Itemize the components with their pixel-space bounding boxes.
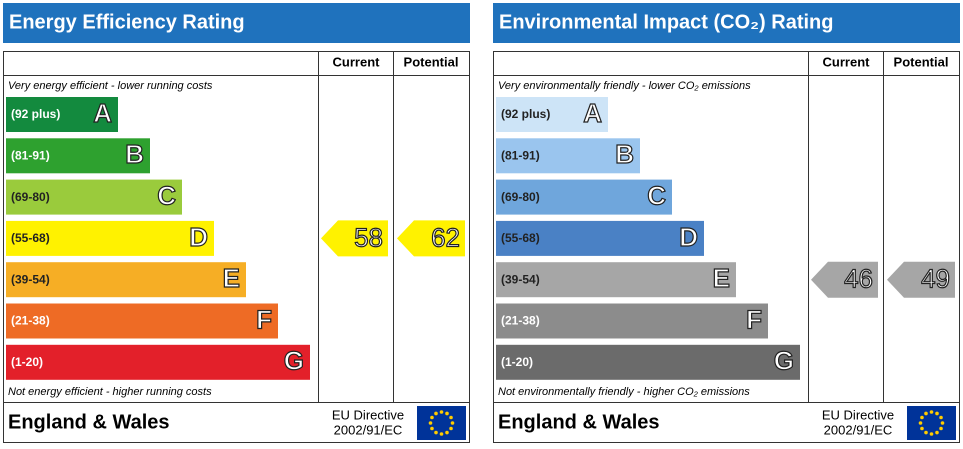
rating-band xyxy=(6,138,150,174)
rating-arrow xyxy=(397,220,465,257)
band-letter: C xyxy=(157,180,176,210)
directive: 2002/91/EC xyxy=(334,422,403,437)
rating-arrow xyxy=(321,220,388,257)
table-frame xyxy=(3,51,470,443)
rating-band xyxy=(496,344,800,380)
band-range: (1-20) xyxy=(11,355,43,369)
footer-region: England & Wales xyxy=(498,411,660,433)
rating-band xyxy=(496,97,608,132)
band-letter: B xyxy=(615,139,634,169)
band-letter: F xyxy=(746,304,762,334)
rating-band xyxy=(496,303,768,339)
eu-star xyxy=(430,415,434,420)
eu-star xyxy=(939,426,943,431)
rating-band xyxy=(496,138,640,174)
band-letter: G xyxy=(284,346,304,376)
eu-star xyxy=(939,415,943,420)
eu-star xyxy=(428,421,433,425)
eu-star xyxy=(434,430,438,435)
top-note: Very environmentally friendly - lower CO… xyxy=(498,80,751,92)
band-letter: D xyxy=(189,222,208,252)
rating-band xyxy=(6,220,214,256)
panel-title: Energy Efficiency Rating xyxy=(9,11,245,33)
band-letter: A xyxy=(583,98,602,128)
band-letter: E xyxy=(713,263,730,293)
rating-band xyxy=(496,179,672,215)
column-header: Potential xyxy=(404,54,459,69)
band-range: (55-68) xyxy=(501,231,540,245)
eu-star xyxy=(924,411,928,416)
rating-band xyxy=(496,220,704,256)
directive: EU Directive xyxy=(822,407,894,422)
rating-arrow xyxy=(811,261,878,298)
rating-band xyxy=(6,262,246,298)
eu-star xyxy=(430,426,434,431)
top-note: Very energy efficient - lower running co… xyxy=(8,80,213,92)
bottom-note: Not energy efficient - higher running co… xyxy=(8,386,212,398)
eu-star xyxy=(935,411,939,416)
footer-region: England & Wales xyxy=(8,411,170,433)
band-range: (21-38) xyxy=(501,314,540,328)
title-bar xyxy=(493,3,960,43)
rating-band xyxy=(6,97,118,132)
band-range: (92 plus) xyxy=(501,107,550,121)
column-header: Current xyxy=(333,54,381,69)
column-header: Current xyxy=(823,54,871,69)
eu-star xyxy=(445,411,449,416)
band-range: (21-38) xyxy=(11,314,50,328)
table-frame xyxy=(493,51,960,443)
band-letter: B xyxy=(125,139,144,169)
rating-band xyxy=(6,303,278,339)
band-range: (92 plus) xyxy=(11,107,60,121)
band-range: (81-91) xyxy=(501,148,540,162)
band-letter: E xyxy=(223,263,240,293)
eu-star xyxy=(439,432,444,436)
bottom-note: Not environmentally friendly - higher CO… xyxy=(498,386,750,398)
band-range: (69-80) xyxy=(11,190,50,204)
band-letter: A xyxy=(93,98,112,128)
rating-value: 49 xyxy=(921,264,950,294)
title-bar xyxy=(3,3,470,43)
eu-star xyxy=(449,426,453,431)
rating-band xyxy=(6,344,310,380)
eu-star xyxy=(439,410,444,414)
band-range: (69-80) xyxy=(501,190,540,204)
eu-star xyxy=(920,426,924,431)
eu-star xyxy=(445,430,449,435)
band-range: (39-54) xyxy=(11,272,50,286)
directive: 2002/91/EC xyxy=(824,422,893,437)
eu-star xyxy=(940,421,945,425)
band-letter: D xyxy=(679,222,698,252)
eu-star xyxy=(924,430,928,435)
band-range: (55-68) xyxy=(11,231,50,245)
eu-star xyxy=(434,411,438,416)
rating-value: 46 xyxy=(844,264,873,294)
rating-value: 62 xyxy=(431,222,460,252)
eu-star xyxy=(929,410,934,414)
band-range: (1-20) xyxy=(501,355,533,369)
eu-star xyxy=(450,421,455,425)
band-range: (81-91) xyxy=(11,148,50,162)
eu-star xyxy=(918,421,923,425)
eu-star xyxy=(920,415,924,420)
rating-band xyxy=(496,262,736,298)
rating-band xyxy=(6,179,182,215)
eu-star xyxy=(449,415,453,420)
column-header: Potential xyxy=(894,54,949,69)
band-letter: G xyxy=(774,346,794,376)
band-letter: C xyxy=(647,180,666,210)
band-letter: F xyxy=(256,304,272,334)
rating-value: 58 xyxy=(354,222,383,252)
rating-arrow xyxy=(887,261,955,298)
eu-star xyxy=(929,432,934,436)
panel-title: Environmental Impact (CO₂) Rating xyxy=(499,11,833,33)
eu-star xyxy=(935,430,939,435)
directive: EU Directive xyxy=(332,407,404,422)
band-range: (39-54) xyxy=(501,272,540,286)
